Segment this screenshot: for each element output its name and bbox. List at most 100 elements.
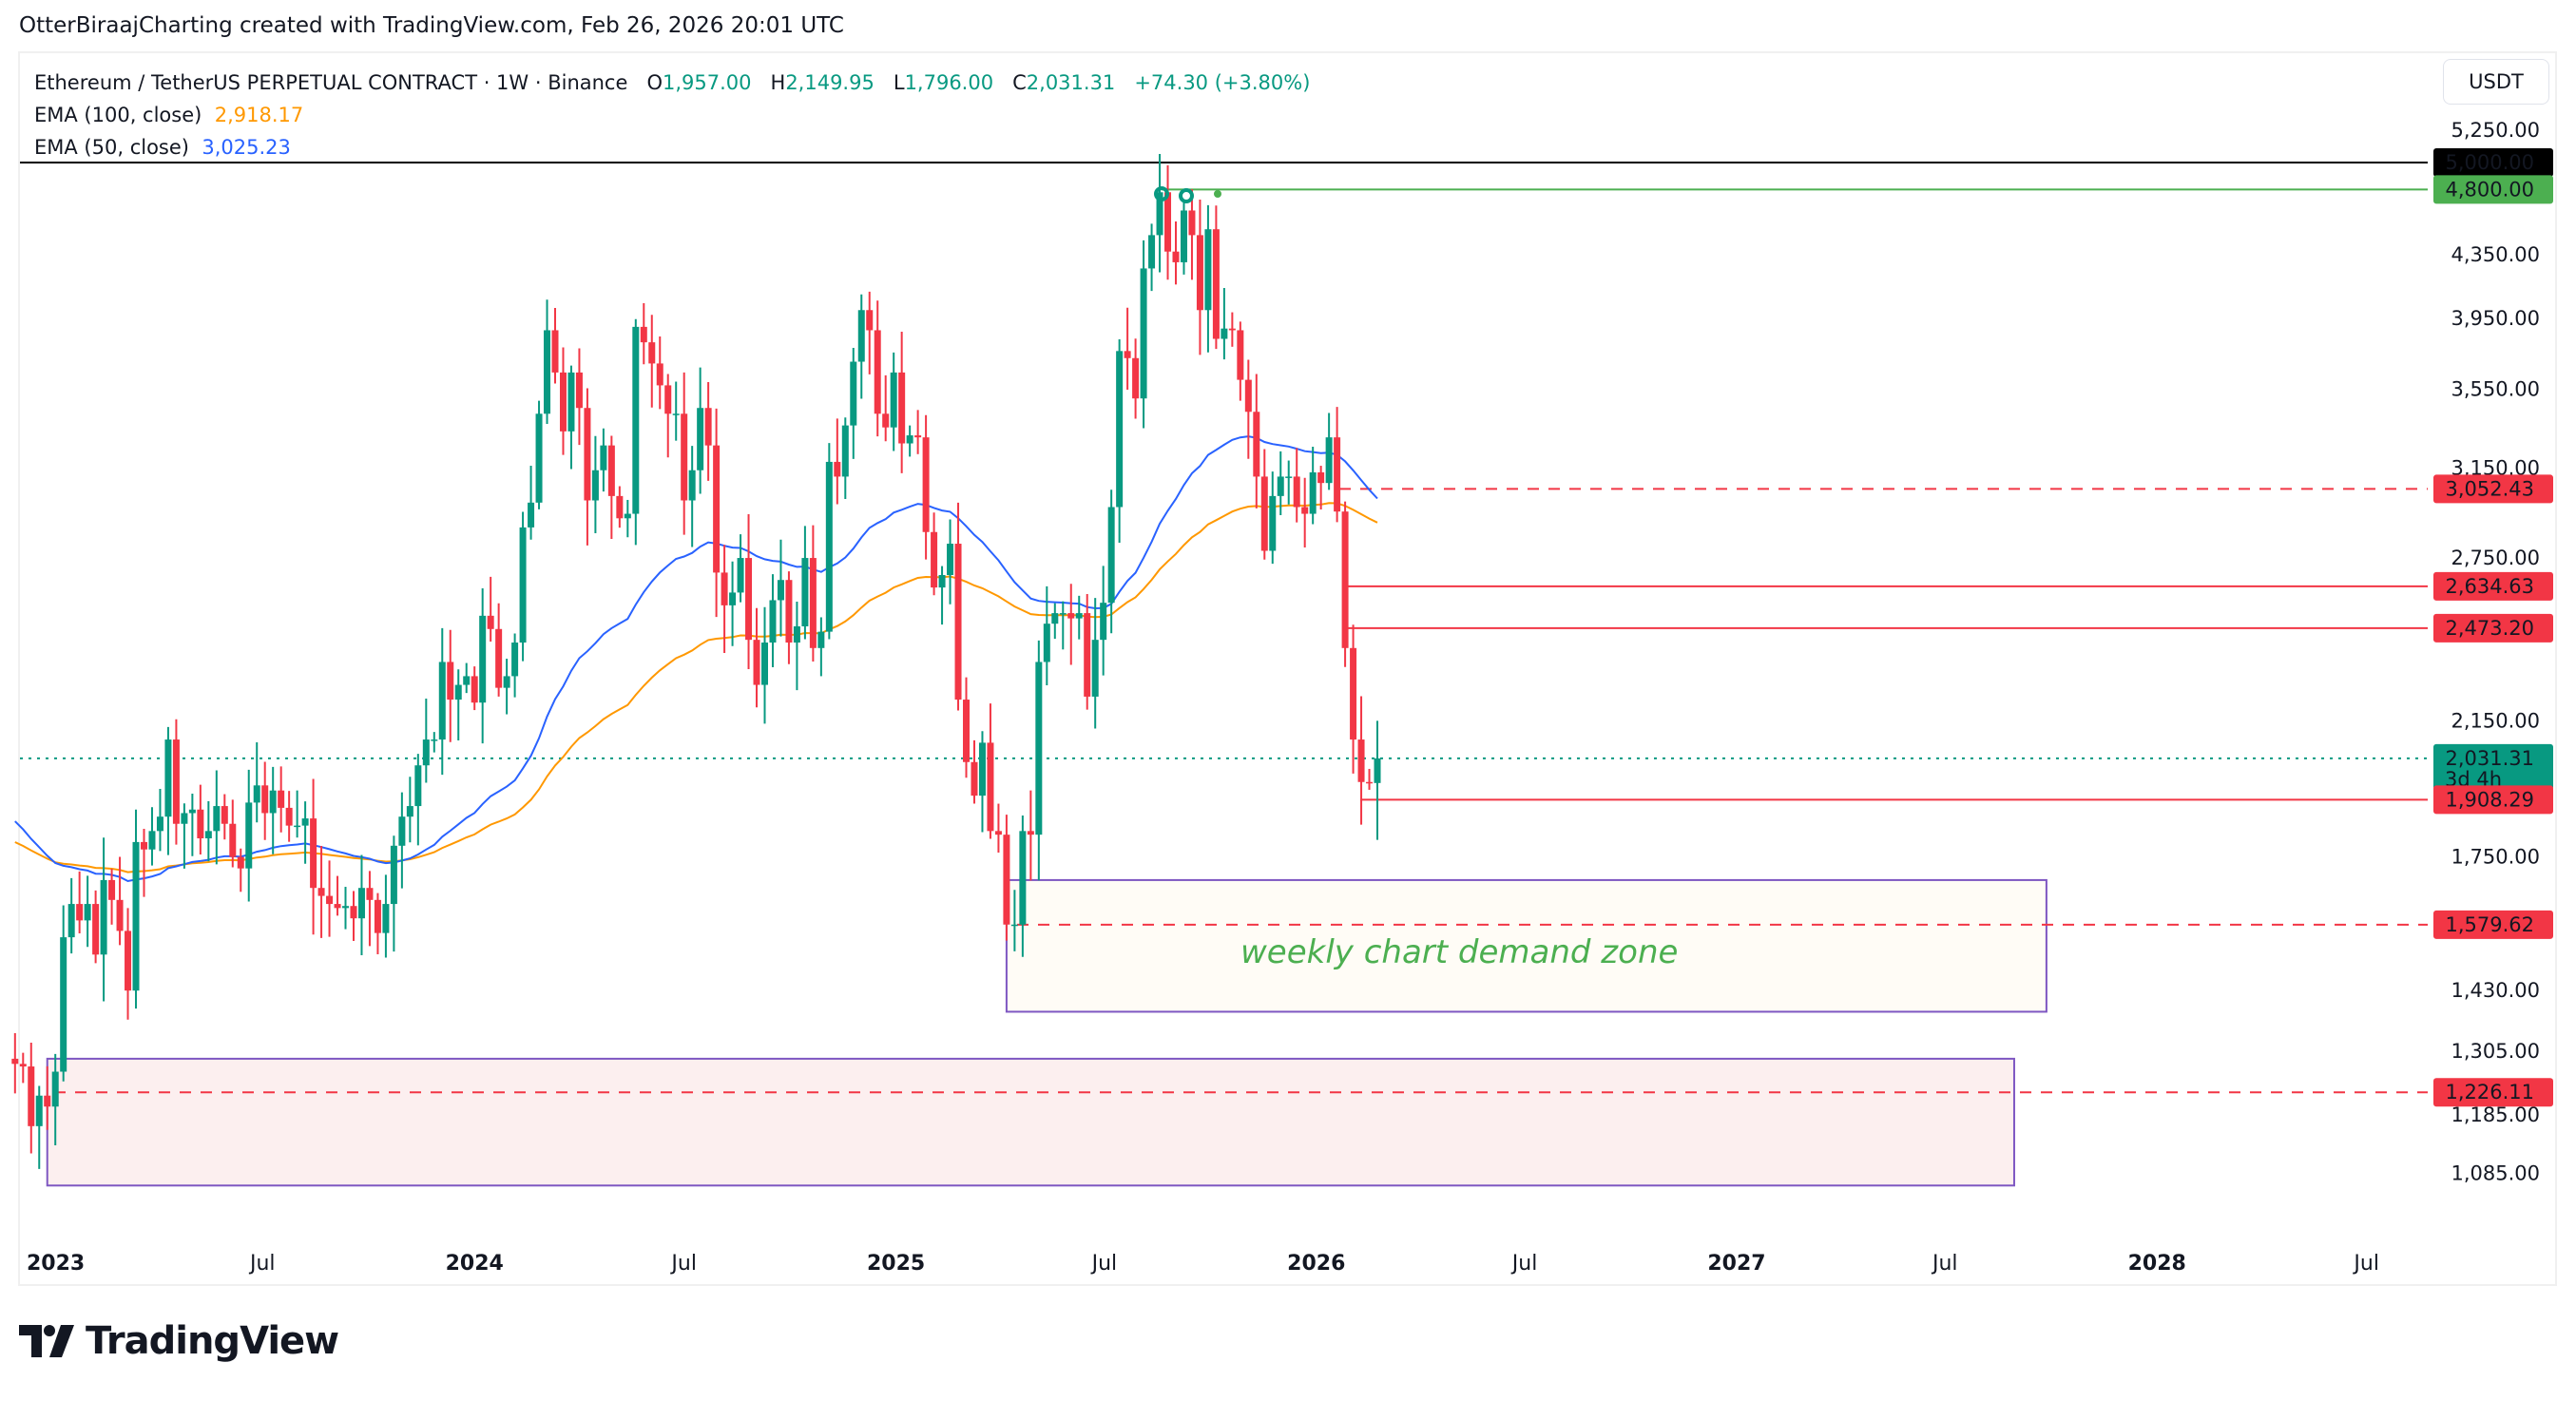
zone-rect[interactable] [1005, 878, 2047, 1013]
candle [390, 835, 397, 952]
candle-body [1188, 210, 1196, 236]
candle [132, 809, 140, 1009]
symbol-row: Ethereum / TetherUS PERPETUAL CONTRACT ·… [34, 67, 1310, 99]
candle-body [164, 739, 172, 817]
candle [519, 511, 527, 662]
candle-body [745, 558, 753, 641]
candle [559, 347, 567, 455]
candle [1350, 624, 1357, 774]
candle-body [809, 558, 817, 648]
candle [76, 871, 84, 934]
candle [431, 732, 438, 753]
candle [406, 777, 413, 843]
candle [172, 719, 180, 845]
candle-body [931, 531, 938, 588]
candle-body [294, 825, 301, 828]
candle [511, 633, 519, 698]
candle [92, 890, 100, 964]
price-tick-label: 3,550.00 [2451, 377, 2540, 400]
candle-body [116, 899, 124, 931]
candle [19, 1052, 27, 1084]
price-label-box [2433, 474, 2553, 504]
candle [890, 352, 897, 451]
candle-body [1317, 471, 1325, 484]
candle [1309, 447, 1317, 525]
candle-body [793, 625, 800, 643]
price-label-text: 3,052.43 [2445, 477, 2534, 500]
ema50-row[interactable]: EMA (50, close) 3,025.23 [34, 131, 1310, 163]
candle [729, 561, 737, 646]
candle [1164, 164, 1172, 280]
candle-body [632, 326, 640, 514]
candle-body [938, 574, 946, 588]
candle-body [697, 408, 704, 470]
candle [850, 348, 857, 459]
candle-body [866, 310, 874, 331]
marks-layer [1154, 186, 1221, 203]
candle-body [825, 461, 833, 632]
candle-body [729, 592, 737, 605]
candle-body [390, 845, 397, 905]
tradingview-logo[interactable]: TradingView [19, 1319, 339, 1363]
candle [1228, 312, 1236, 347]
candle-body [44, 1095, 51, 1107]
price-tick-label: 1,305.00 [2451, 1040, 2540, 1063]
candle-body [906, 435, 913, 444]
candle [882, 374, 890, 442]
price-axis[interactable]: 5,250.004,350.003,950.003,550.003,150.00… [2433, 119, 2553, 1184]
price-label-text: 2,473.20 [2445, 617, 2534, 640]
candle-body [1221, 328, 1228, 339]
candle-body [181, 813, 188, 824]
candle-body [1019, 831, 1027, 925]
candle [656, 336, 663, 410]
candle-body [947, 544, 954, 575]
candle-body [1341, 511, 1349, 648]
tradingview-wordmark: TradingView [86, 1319, 339, 1363]
candle-body [1269, 495, 1277, 551]
candle [777, 539, 784, 637]
candle-body [334, 904, 341, 909]
candle-body [67, 904, 75, 938]
candle-body [954, 544, 962, 700]
open-label: O [646, 71, 663, 94]
candle [1140, 240, 1147, 429]
candle [487, 576, 494, 642]
price-label-text: 1,226.11 [2445, 1081, 2534, 1104]
candle [1253, 374, 1260, 509]
price-label-box [2433, 175, 2553, 204]
candle [463, 662, 471, 694]
candle-body [600, 445, 607, 470]
candle-body [278, 790, 285, 808]
candle [326, 860, 334, 937]
candle-body [1059, 613, 1067, 615]
zone-rect[interactable] [46, 1057, 2015, 1187]
candle-body [681, 413, 688, 501]
time-axis[interactable]: 2023 Jul 2024 Jul 2025 Jul 2026 Jul 2027 Jul 2028 J… [27, 1252, 2379, 1276]
candle [1188, 189, 1196, 280]
time-tick-label: 2023 [27, 1252, 85, 1276]
candle-body [1140, 268, 1147, 399]
candle [640, 303, 647, 365]
candle-body [1156, 192, 1163, 236]
candle [809, 525, 817, 662]
candle [204, 800, 212, 862]
candle-body [229, 823, 237, 857]
candle [1334, 407, 1341, 523]
candle [253, 741, 260, 823]
candle-body [688, 470, 696, 501]
symbol-title[interactable]: Ethereum / TetherUS PERPETUAL CONTRACT ·… [34, 71, 628, 94]
candle [1317, 466, 1325, 510]
price-tick-label: 1,750.00 [2451, 846, 2540, 869]
time-tick-label: 2025 [867, 1252, 925, 1276]
candle-body [261, 785, 269, 814]
candle-body [221, 806, 228, 824]
candle-body [503, 676, 510, 688]
currency-button[interactable]: USDT [2443, 59, 2549, 105]
time-tick-label: Jul [2352, 1252, 2379, 1276]
candle-body [551, 330, 559, 373]
candle [793, 602, 800, 691]
candle-body [559, 372, 567, 432]
ema100-row[interactable]: EMA (100, close) 2,918.17 [34, 99, 1310, 131]
price-label-text: 2,634.63 [2445, 575, 2534, 598]
